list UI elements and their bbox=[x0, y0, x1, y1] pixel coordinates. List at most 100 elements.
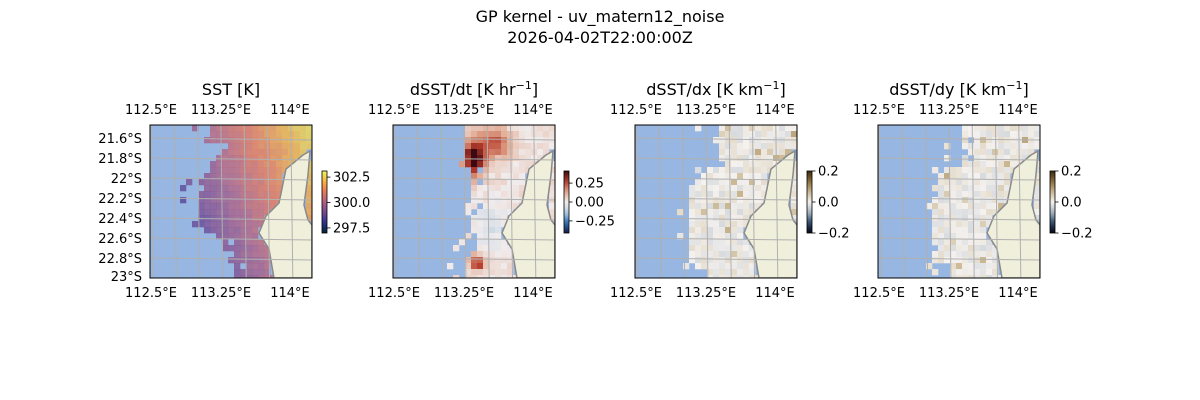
data-cell bbox=[992, 155, 999, 162]
data-cell bbox=[956, 197, 963, 204]
data-cell bbox=[294, 155, 301, 162]
data-cell bbox=[252, 215, 259, 222]
data-cell bbox=[471, 167, 478, 174]
data-cell bbox=[228, 233, 235, 240]
data-cell bbox=[950, 167, 957, 174]
data-cell bbox=[246, 191, 253, 198]
data-cell bbox=[707, 185, 714, 192]
data-cell bbox=[465, 263, 472, 270]
data-cell bbox=[731, 275, 738, 278]
data-cell bbox=[719, 185, 726, 192]
gridline-lat bbox=[393, 137, 555, 141]
data-cell bbox=[998, 149, 1005, 156]
data-cell bbox=[240, 191, 247, 198]
data-cell bbox=[683, 263, 690, 270]
data-cell bbox=[477, 233, 484, 240]
data-cell bbox=[234, 185, 241, 192]
data-cell bbox=[980, 167, 987, 174]
colorbar-gradient bbox=[806, 170, 813, 234]
data-cell bbox=[477, 161, 484, 168]
data-cell bbox=[483, 209, 490, 216]
data-cell bbox=[731, 125, 738, 132]
data-cell bbox=[483, 257, 490, 264]
gridline-lat bbox=[393, 157, 555, 161]
data-cell bbox=[483, 179, 490, 186]
colorbar-tick-label: 0.2 bbox=[818, 165, 839, 180]
data-cell bbox=[1010, 143, 1017, 150]
data-cell bbox=[791, 179, 797, 186]
panel-title-main: SST [K] bbox=[202, 80, 260, 99]
lat-tick: 22.2°S bbox=[98, 192, 142, 207]
data-cell bbox=[489, 191, 496, 198]
data-cell bbox=[246, 185, 253, 192]
data-cell bbox=[932, 197, 939, 204]
data-cell bbox=[737, 251, 744, 258]
data-cell bbox=[234, 161, 241, 168]
data-cell bbox=[471, 185, 478, 192]
data-cell bbox=[731, 143, 738, 150]
data-cell bbox=[713, 191, 720, 198]
data-cell bbox=[246, 173, 253, 180]
data-cell bbox=[264, 155, 271, 162]
data-cell bbox=[725, 155, 732, 162]
data-cell bbox=[986, 137, 993, 144]
data-cell bbox=[737, 269, 744, 276]
data-cell bbox=[944, 191, 951, 198]
data-cell bbox=[240, 251, 247, 258]
data-cell bbox=[234, 203, 241, 210]
lon-tick-top: 112.5°E bbox=[125, 103, 177, 118]
data-cell bbox=[944, 167, 951, 174]
data-cell bbox=[725, 221, 732, 228]
gridline-lon bbox=[658, 125, 662, 278]
gridline-lat bbox=[878, 217, 1040, 221]
gridline-lon bbox=[416, 125, 420, 278]
data-cell bbox=[980, 251, 987, 258]
data-cell bbox=[210, 167, 217, 174]
data-cell bbox=[956, 251, 963, 258]
colorbar: 0.2 0.0 −0.2 bbox=[1049, 165, 1093, 242]
data-cell bbox=[264, 203, 271, 210]
gridline-lon bbox=[948, 125, 952, 278]
data-cell bbox=[240, 185, 247, 192]
data-cell bbox=[264, 137, 271, 144]
data-cell bbox=[980, 173, 987, 180]
panel-title-sup: −1 bbox=[516, 79, 532, 92]
data-cell bbox=[944, 197, 951, 204]
data-cell bbox=[264, 143, 271, 150]
data-cell bbox=[767, 131, 774, 138]
data-cell bbox=[791, 203, 797, 210]
data-cell bbox=[300, 143, 307, 150]
data-cell bbox=[707, 233, 714, 240]
data-cell bbox=[477, 227, 484, 234]
data-cell bbox=[1004, 149, 1011, 156]
data-cell bbox=[264, 245, 271, 252]
data-cell bbox=[749, 275, 756, 278]
data-cell bbox=[956, 173, 963, 180]
data-cell bbox=[240, 227, 247, 234]
data-cell bbox=[501, 137, 508, 144]
data-cell bbox=[240, 161, 247, 168]
data-cell bbox=[701, 221, 708, 228]
data-cell bbox=[1034, 215, 1040, 222]
data-cell bbox=[507, 179, 514, 186]
data-cell bbox=[306, 203, 312, 210]
gridline-lon bbox=[635, 125, 639, 278]
gridline-lat bbox=[150, 257, 312, 261]
data-cell bbox=[216, 203, 223, 210]
data-cell bbox=[282, 143, 289, 150]
data-cell bbox=[737, 209, 744, 216]
data-cell bbox=[525, 155, 532, 162]
data-cell bbox=[749, 185, 756, 192]
data-cell bbox=[707, 215, 714, 222]
data-cell bbox=[761, 167, 768, 174]
data-cell bbox=[1034, 179, 1040, 186]
data-cell bbox=[1004, 131, 1011, 138]
data-cell bbox=[477, 263, 484, 270]
data-cell bbox=[986, 143, 993, 150]
data-cell bbox=[761, 173, 768, 180]
data-cell bbox=[240, 173, 247, 180]
data-cell bbox=[932, 257, 939, 264]
data-cell bbox=[192, 125, 199, 132]
data-cell bbox=[944, 245, 951, 252]
data-cell bbox=[501, 125, 508, 132]
